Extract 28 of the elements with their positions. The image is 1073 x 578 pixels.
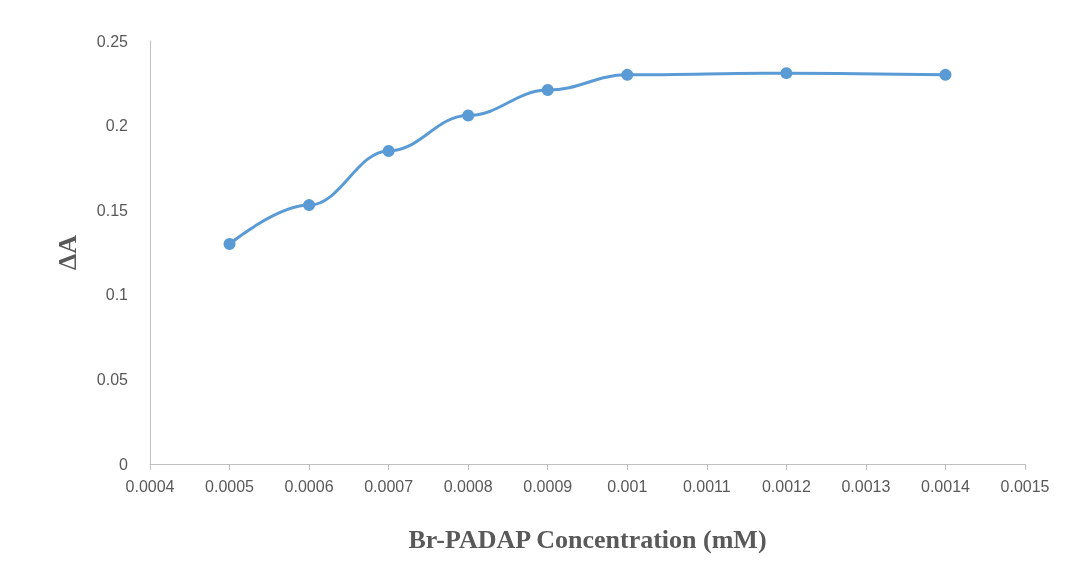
x-tick-label: 0.0014 (920, 477, 971, 495)
y-tick-label: 0.15 (96, 201, 129, 219)
x-tick-label: 0.0012 (761, 477, 811, 495)
y-axis-title: ΔA (52, 234, 82, 271)
y-tick-label: 0.05 (96, 370, 129, 388)
x-tick-label: 0.0011 (682, 477, 731, 495)
point (939, 68, 952, 81)
x-axis-title: Br-PADAP Concentration (mM) (408, 524, 767, 554)
x-tick-label: 0.0015 (1000, 477, 1050, 495)
point (223, 238, 236, 251)
y-tick-label: 0.1 (105, 286, 129, 304)
x-tick-label: 0.0008 (443, 477, 493, 495)
point (780, 67, 793, 80)
point (621, 68, 634, 81)
y-tick-label: 0.2 (105, 117, 129, 135)
y-tick-label: 0.25 (96, 32, 129, 50)
x-tick-label: 0.0005 (205, 477, 255, 495)
point (541, 84, 554, 97)
x-tick-label: 0.0007 (364, 477, 414, 495)
x-tick-label: 0.0009 (523, 477, 573, 495)
y-tick-label: 0 (119, 455, 129, 473)
point (462, 109, 475, 122)
point (303, 199, 316, 212)
x-tick-label: 0.001 (607, 477, 648, 495)
x-tick-label: 0.0006 (284, 477, 334, 495)
x-tick-label: 0.0004 (125, 477, 175, 495)
x-tick-label: 0.0013 (841, 477, 891, 495)
point (382, 144, 395, 157)
